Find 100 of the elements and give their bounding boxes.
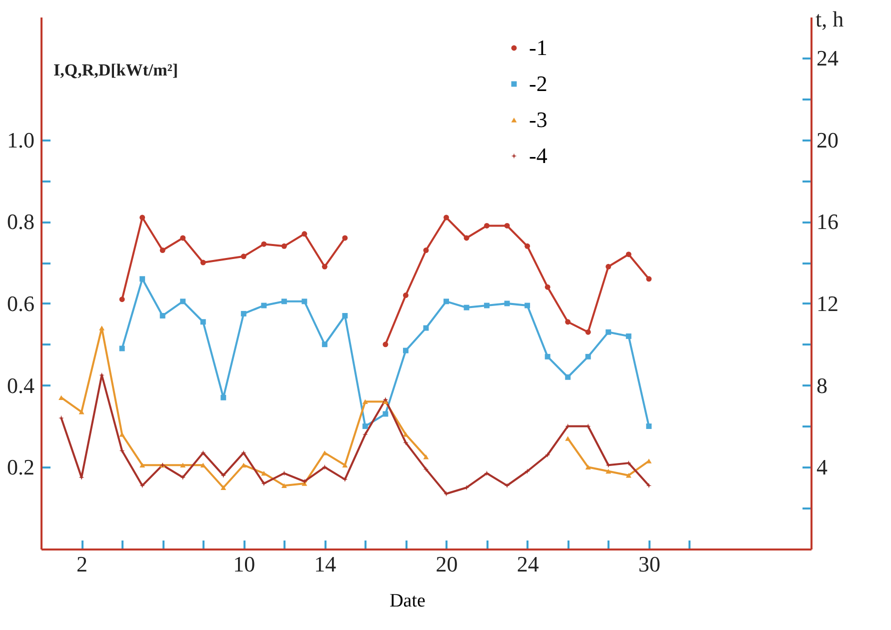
point	[261, 470, 267, 476]
y2-tick-label: 12	[816, 290, 838, 316]
point	[261, 241, 267, 247]
point	[119, 346, 125, 352]
point	[220, 394, 226, 400]
point	[382, 396, 388, 402]
y-axis-title: I,Q,R,D[kWt/m²]	[54, 60, 178, 80]
point	[524, 468, 530, 474]
x-tick-label: 10	[233, 552, 256, 576]
point	[626, 472, 632, 478]
point	[646, 482, 652, 488]
y2-tick-label: 20	[816, 127, 838, 152]
point	[119, 448, 125, 454]
point	[403, 432, 408, 437]
point	[302, 298, 308, 304]
point	[464, 304, 470, 310]
point	[220, 472, 226, 478]
point	[423, 466, 429, 472]
y-tick-label: 0.4	[7, 372, 34, 398]
point	[606, 264, 612, 270]
point	[484, 470, 490, 476]
y2-tick-label: 16	[816, 209, 838, 234]
point	[200, 260, 206, 266]
y-tick-label: 0.8	[7, 209, 34, 234]
point	[281, 483, 287, 488]
x-tick-label: 30	[638, 552, 660, 576]
point	[322, 450, 328, 456]
point	[382, 342, 388, 348]
point	[423, 325, 429, 331]
point	[504, 300, 510, 306]
point	[302, 478, 308, 484]
point	[160, 313, 166, 318]
x-axis-title: Date	[390, 590, 426, 612]
point	[423, 248, 429, 253]
point	[180, 462, 186, 468]
point	[524, 243, 530, 249]
point	[322, 342, 328, 348]
point	[281, 298, 287, 304]
point	[544, 284, 550, 290]
point	[626, 252, 632, 258]
point	[322, 464, 328, 470]
point	[565, 374, 571, 380]
x-tick-label: 14	[314, 552, 336, 576]
point	[565, 319, 571, 325]
point	[403, 440, 408, 446]
y-tick-label: 1.0	[7, 127, 34, 152]
point	[606, 329, 612, 335]
point	[484, 302, 490, 308]
point	[524, 302, 530, 308]
point	[544, 452, 550, 458]
point	[322, 264, 328, 270]
point	[585, 464, 591, 470]
x-tick-label: 24	[516, 552, 539, 576]
y2-tick-label: 24	[816, 45, 838, 70]
point	[646, 276, 652, 282]
point	[119, 296, 125, 302]
y-tick-label: 0.2	[7, 454, 34, 480]
point	[240, 450, 246, 456]
point	[423, 454, 429, 460]
point	[606, 468, 612, 474]
point	[261, 302, 267, 308]
point	[200, 450, 206, 456]
point	[504, 222, 510, 228]
point	[382, 411, 388, 417]
point	[220, 485, 226, 490]
legend-label: -2	[529, 71, 548, 96]
point	[281, 243, 287, 249]
legend-label: -3	[529, 107, 548, 132]
point	[200, 319, 206, 325]
point	[200, 462, 206, 468]
point	[240, 310, 246, 316]
point	[362, 432, 368, 438]
point	[180, 298, 186, 304]
point	[484, 222, 490, 228]
point	[140, 276, 146, 282]
point	[403, 348, 408, 354]
point	[362, 399, 368, 404]
x-tick-label: 20	[436, 552, 458, 576]
point	[261, 480, 267, 486]
point	[342, 313, 348, 318]
point	[240, 254, 246, 260]
point	[302, 231, 308, 237]
point	[342, 462, 348, 468]
point	[342, 235, 348, 241]
legend-label: -1	[529, 35, 548, 60]
point	[180, 474, 186, 480]
point	[160, 248, 166, 253]
point	[444, 298, 449, 304]
point	[342, 476, 348, 482]
point	[140, 462, 146, 468]
point	[626, 333, 632, 339]
point	[585, 354, 591, 360]
point	[180, 235, 186, 241]
x-tick-label: 2	[76, 552, 88, 576]
y2-tick-label: 4	[816, 454, 828, 480]
point	[119, 432, 125, 437]
point	[362, 423, 368, 429]
point	[140, 482, 146, 488]
point	[585, 329, 591, 335]
point	[99, 326, 105, 330]
